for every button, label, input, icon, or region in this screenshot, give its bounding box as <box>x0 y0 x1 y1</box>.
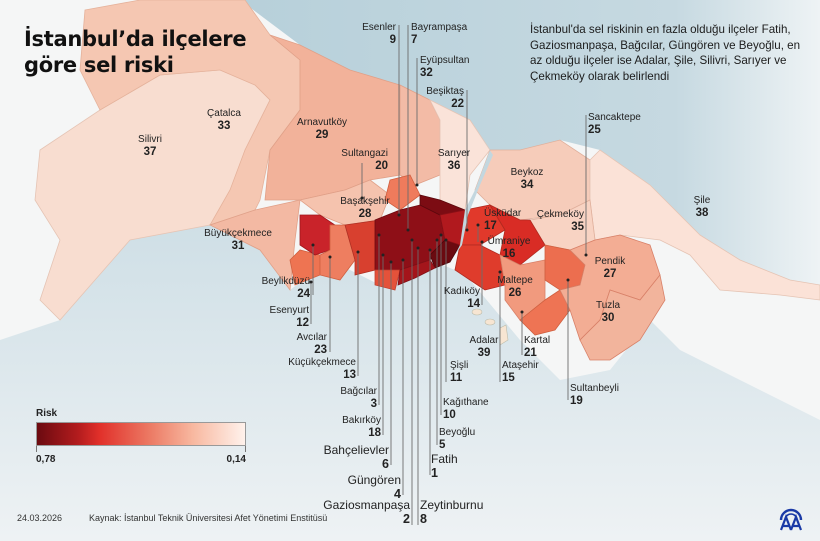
title-line-2: göre sel riski <box>24 53 174 77</box>
summary-text: İstanbul'da sel riskinin en fazla olduğu… <box>530 23 801 83</box>
label-esenler: Esenler 9 <box>362 22 396 46</box>
risk-legend: Risk 0,78 0,14 <box>36 408 246 465</box>
district-buyukcekmece <box>208 199 301 292</box>
label-pendik: Pendik 27 <box>594 256 626 280</box>
label-adalar: Adalar 39 <box>469 335 499 359</box>
district-bakirkoy <box>374 269 401 291</box>
marmara-sea <box>0 225 820 541</box>
legend-title: Risk <box>36 408 58 419</box>
label-esenyurt: Esenyurt 12 <box>269 305 309 329</box>
label-besiktas: Beşiktaş 22 <box>426 86 464 110</box>
legend-ticks <box>36 446 246 454</box>
label-bakirkoy: Bakırköy 18 <box>342 415 381 439</box>
label-bahcelievler: Bahçelievler 6 <box>323 443 389 471</box>
label-fatih: Fatih 1 <box>431 452 458 480</box>
label-sariyer: Sarıyer 36 <box>437 148 471 172</box>
label-silivri: Silivri 37 <box>138 134 162 158</box>
label-avcilar: Avcılar 23 <box>296 332 327 356</box>
page-title: İstanbul’da ilçelere göre sel riski <box>24 26 264 78</box>
leader-dots <box>309 183 588 314</box>
district-zeytinburnu <box>397 259 436 286</box>
label-catalca: Çatalca 33 <box>207 108 241 132</box>
label-tuzla: Tuzla 30 <box>595 300 621 324</box>
label-gungoren: Güngören 4 <box>347 473 401 501</box>
district-fatih <box>429 239 461 269</box>
label-beyoglu: Beyoğlu 5 <box>439 427 476 451</box>
label-sultangazi: Sultangazi 20 <box>341 148 388 172</box>
district-sultangazi <box>384 174 421 211</box>
label-beykoz: Beykoz 34 <box>510 167 544 191</box>
legend-gradient-bar <box>36 422 246 446</box>
label-atasehir: Ataşehir 15 <box>502 360 539 384</box>
district-tuzla <box>579 274 666 361</box>
aa-logo-icon <box>779 508 803 531</box>
legend-min-label: 0,78 <box>36 454 56 465</box>
title-line-1: İstanbul’da ilçelere <box>24 27 247 51</box>
label-basaksehir: Başakşehir 28 <box>340 196 390 220</box>
legend-max-label: 0,14 <box>226 454 246 465</box>
label-arnavutkoy: Arnavutköy 29 <box>296 117 348 141</box>
label-uskudar: Üsküdar 17 <box>484 208 522 232</box>
footer-source: Kaynak: İstanbul Teknik Üniversitesi Afe… <box>89 513 328 523</box>
label-maltepe: Maltepe 26 <box>497 275 533 299</box>
footer-date: 24.03.2026 <box>17 513 63 523</box>
label-eyupsultan: Eyüpsultan 32 <box>420 55 470 79</box>
leader-lines <box>310 25 587 525</box>
black-sea <box>240 0 820 285</box>
label-kartal: Kartal 21 <box>524 335 551 359</box>
label-cekmekoy: Çekmeköy 35 <box>536 209 584 233</box>
label-kucukcekmece: Küçükçekmece 13 <box>288 357 356 381</box>
district-adalar-island <box>484 318 496 326</box>
district-umraniye <box>488 204 546 266</box>
legend-values: 0,78 0,14 <box>36 454 246 465</box>
district-basaksehir <box>299 179 391 226</box>
label-sisli: Şişli 11 <box>450 360 469 384</box>
label-sancaktepe: Sancaktepe 25 <box>588 112 641 136</box>
label-umraniye: Ümraniye 16 <box>487 236 531 260</box>
label-bagcilar: Bağcılar 3 <box>340 386 377 410</box>
district-kucukcekmece <box>344 219 381 276</box>
label-kagithane: Kağıthane 10 <box>443 397 489 421</box>
district-adalar-island <box>471 308 483 316</box>
label-beylikduzu: Beylikdüzü 24 <box>261 276 310 300</box>
label-sile: Şile 38 <box>693 195 711 219</box>
label-gaziosmanpasa: Gaziosmanpaşa 2 <box>323 498 410 526</box>
label-kadikoy: Kadıköy 14 <box>443 286 480 310</box>
label-sultanbeyli: Sultanbeyli 19 <box>570 383 619 407</box>
district-kadikoy <box>454 244 506 291</box>
label-bayrampasa: Bayrampaşa 7 <box>411 22 468 46</box>
label-buyukcekmece: Büyükçekmece 31 <box>204 228 272 252</box>
label-zeytinburnu: Zeytinburnu 8 <box>420 498 484 526</box>
